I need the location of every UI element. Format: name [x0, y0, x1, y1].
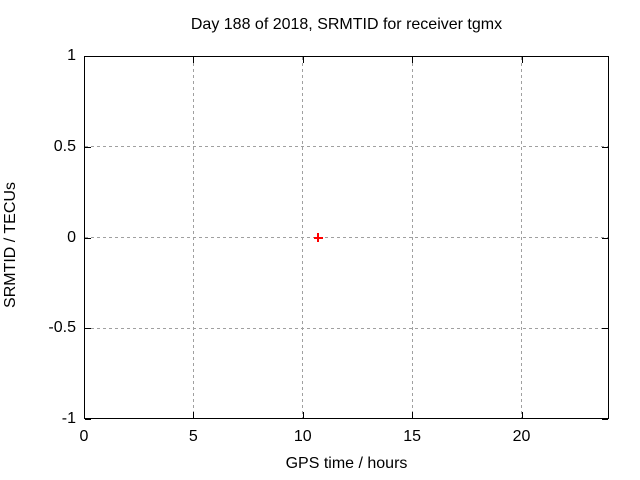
y-axis-tick-mirror: [602, 419, 608, 420]
y-axis-tick-mirror: [602, 146, 608, 148]
chart-title: Day 188 of 2018, SRMTID for receiver tgm…: [190, 16, 503, 33]
x-axis-tick-mirror: [412, 57, 414, 63]
x-tick-label: 0: [79, 428, 89, 445]
y-tick-label: 1: [67, 47, 76, 64]
y-axis-tick-mirror: [602, 328, 608, 330]
x-axis-tick: [412, 412, 414, 418]
x-axis-label: GPS time / hours: [285, 455, 408, 472]
y-axis-tick: [85, 56, 91, 57]
data-point-marker: [317, 233, 320, 242]
y-tick-label: -1: [61, 410, 76, 427]
y-tick-label: -0.5: [48, 319, 76, 337]
x-axis-tick-mirror: [193, 57, 195, 63]
y-axis-tick: [85, 419, 91, 420]
x-axis-tick: [521, 412, 523, 418]
y-gridline: [85, 327, 608, 329]
x-tick-label: 10: [293, 428, 312, 445]
x-tick-label: 15: [403, 428, 422, 445]
y-tick-label: 0.5: [53, 137, 76, 155]
x-axis-tick-mirror: [84, 57, 85, 63]
y-tick-label: 0: [67, 228, 76, 246]
y-axis-tick: [85, 237, 91, 239]
y-axis-tick: [85, 146, 91, 148]
y-axis-tick-mirror: [602, 237, 608, 239]
x-tick-label: 5: [188, 428, 198, 445]
x-axis-tick: [193, 412, 195, 418]
y-axis-tick-mirror: [602, 56, 608, 57]
y-gridline: [85, 237, 608, 238]
x-axis-tick-mirror: [302, 57, 304, 63]
x-axis-tick-mirror: [521, 57, 523, 63]
x-axis-tick: [84, 412, 85, 418]
x-axis-tick: [302, 412, 304, 418]
y-axis-tick: [85, 328, 91, 330]
y-gridline: [85, 146, 608, 148]
x-tick-label: 20: [512, 428, 531, 445]
